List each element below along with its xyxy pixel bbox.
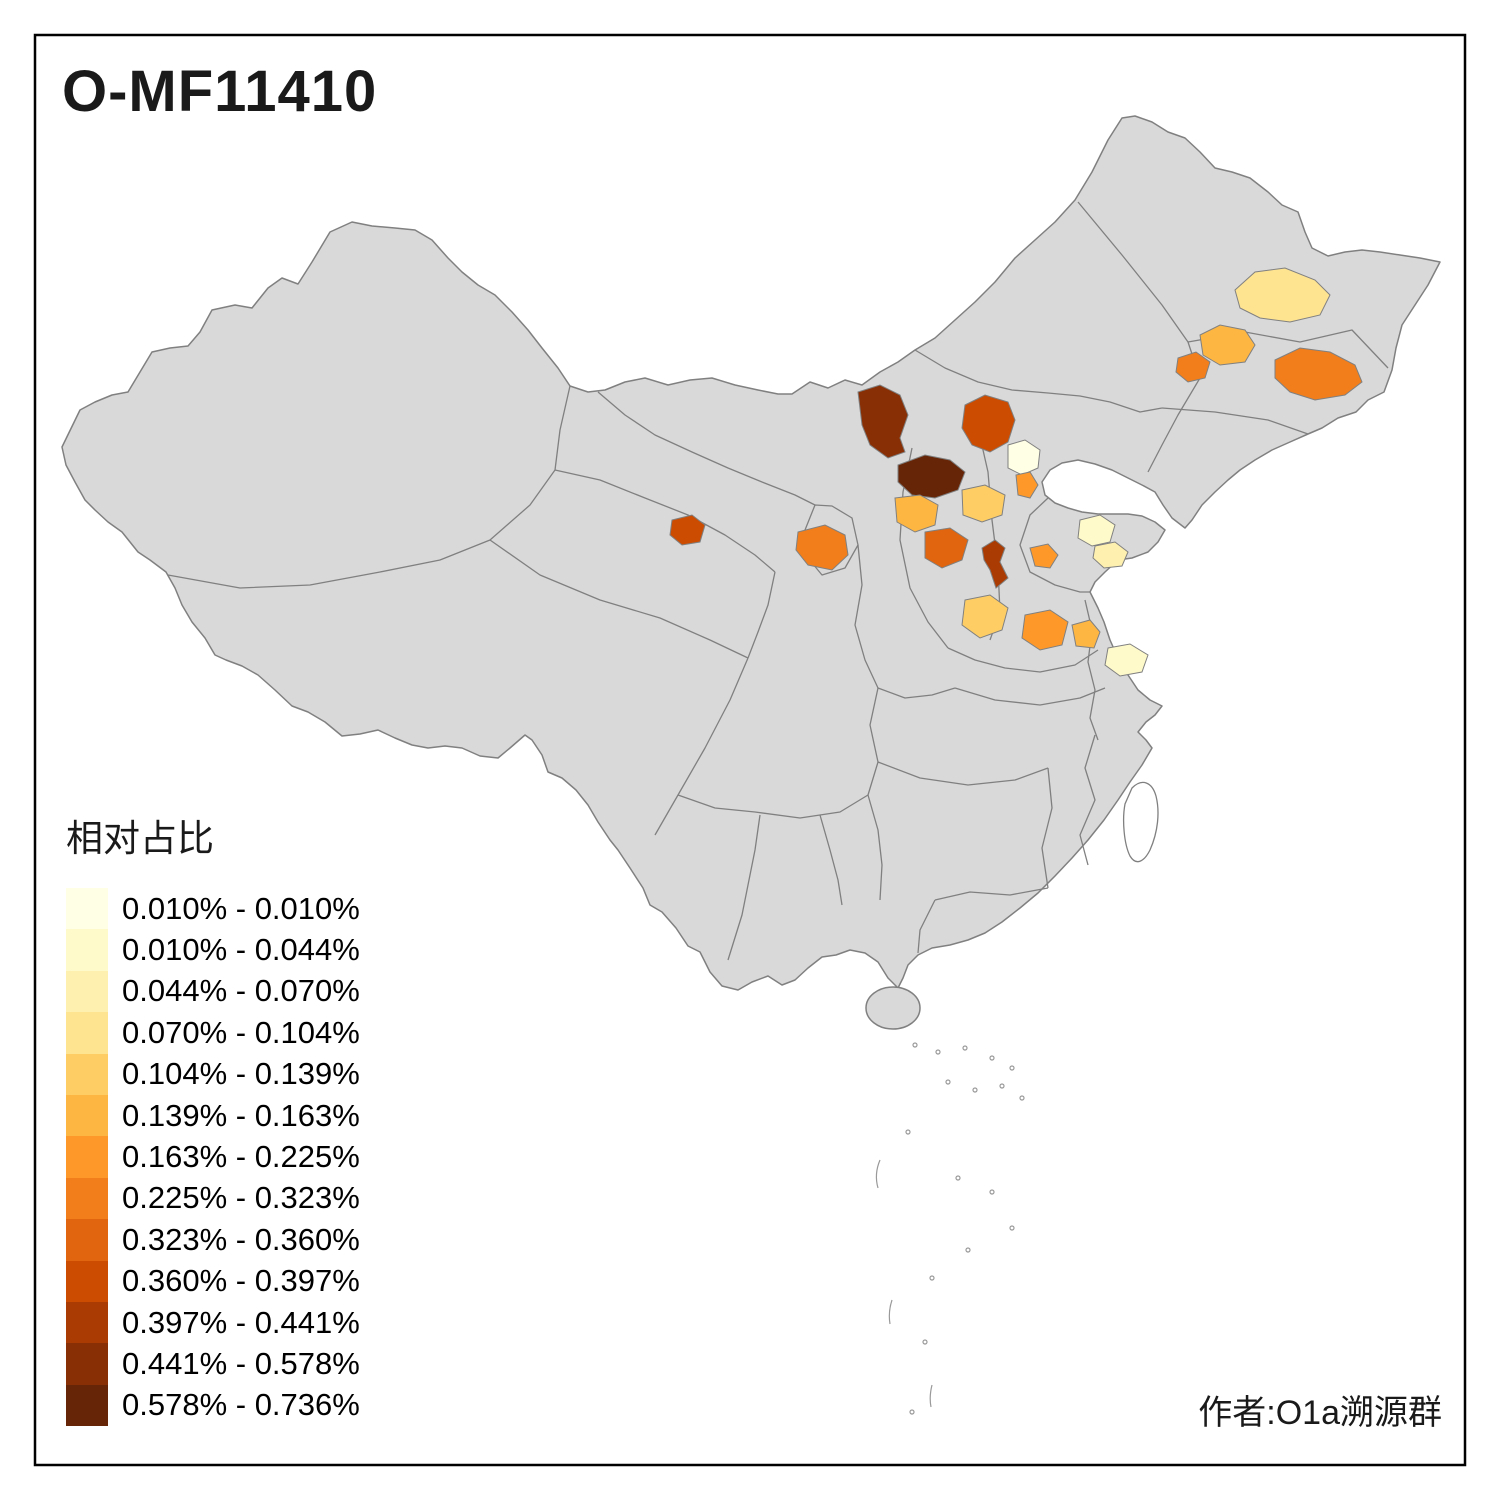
legend-label: 0.104% - 0.139% bbox=[122, 1056, 360, 1092]
taiwan-island bbox=[1123, 781, 1159, 863]
legend-label: 0.360% - 0.397% bbox=[122, 1263, 360, 1299]
map-region-patch bbox=[924, 527, 969, 569]
legend-swatch bbox=[66, 970, 108, 1013]
legend-swatch bbox=[66, 1136, 108, 1178]
map-region-patch bbox=[1104, 643, 1149, 677]
chart-title: O-MF11410 bbox=[62, 59, 378, 124]
legend-row: 0.139% - 0.163% bbox=[66, 1094, 486, 1137]
legend-label: 0.139% - 0.163% bbox=[122, 1097, 360, 1133]
legend-row: 0.360% - 0.397% bbox=[66, 1260, 486, 1302]
legend: 相对占比 0.010% - 0.010% 0.010% - 0.044% 0.044… bbox=[66, 808, 486, 1427]
hainan-island bbox=[865, 986, 921, 1030]
legend-title: 相对占比 bbox=[66, 818, 214, 859]
legend-row: 0.397% - 0.441% bbox=[66, 1301, 486, 1344]
map-region-patch bbox=[961, 394, 1016, 453]
legend-row: 0.044% - 0.070% bbox=[66, 970, 486, 1013]
legend-row: 0.323% - 0.360% bbox=[66, 1219, 486, 1261]
legend-row: 0.578% - 0.736% bbox=[66, 1384, 486, 1427]
legend-swatch bbox=[66, 888, 108, 930]
map-region-patch bbox=[1077, 514, 1116, 547]
legend-row: 0.070% - 0.104% bbox=[66, 1012, 486, 1054]
legend-row: 0.225% - 0.323% bbox=[66, 1177, 486, 1220]
legend-swatch bbox=[66, 1012, 108, 1054]
legend-swatch bbox=[66, 1053, 108, 1095]
map-region-patch bbox=[669, 514, 706, 546]
legend-label: 0.578% - 0.736% bbox=[122, 1387, 360, 1423]
legend-label: 0.070% - 0.104% bbox=[122, 1014, 360, 1050]
legend-row: 0.441% - 0.578% bbox=[66, 1343, 486, 1385]
legend-label: 0.163% - 0.225% bbox=[122, 1139, 360, 1175]
legend-swatch bbox=[66, 1094, 108, 1137]
legend-label: 0.010% - 0.010% bbox=[122, 890, 360, 926]
map-region-patch bbox=[981, 539, 1009, 589]
legend-row: 0.010% - 0.010% bbox=[66, 888, 486, 930]
legend-swatch bbox=[66, 1260, 108, 1302]
legend-swatch bbox=[66, 1177, 108, 1220]
legend-label: 0.397% - 0.441% bbox=[122, 1304, 360, 1340]
legend-label: 0.010% - 0.044% bbox=[122, 932, 360, 968]
legend-swatch bbox=[66, 1301, 108, 1344]
legend-row: 0.104% - 0.139% bbox=[66, 1053, 486, 1095]
map-region-patch bbox=[1029, 543, 1059, 569]
legend-swatch bbox=[66, 929, 108, 971]
legend-row: 0.010% - 0.044% bbox=[66, 929, 486, 971]
legend-rows: 0.010% - 0.010% 0.010% - 0.044% 0.044% - 0… bbox=[66, 888, 486, 1427]
map-region-patch bbox=[1071, 619, 1101, 649]
legend-swatch bbox=[66, 1343, 108, 1385]
map-region-patch bbox=[1015, 471, 1039, 499]
legend-label: 0.323% - 0.360% bbox=[122, 1221, 360, 1257]
map-region-patch bbox=[857, 384, 909, 459]
legend-label: 0.441% - 0.578% bbox=[122, 1345, 360, 1381]
map-region-patch bbox=[795, 524, 849, 571]
map-region-patch bbox=[897, 454, 966, 499]
map-region-patch bbox=[1092, 541, 1129, 569]
legend-swatch bbox=[66, 1384, 108, 1427]
south-china-sea-islets bbox=[875, 1042, 1025, 1415]
plot-frame bbox=[33, 33, 1467, 1467]
legend-label: 0.044% - 0.070% bbox=[122, 973, 360, 1009]
map-region-patch bbox=[961, 594, 1009, 639]
map-region-patch bbox=[1175, 351, 1211, 383]
attribution-text: 作者:O1a溯源群 bbox=[1198, 1394, 1442, 1432]
map-region-patch bbox=[961, 484, 1006, 523]
map-region-patch bbox=[1199, 324, 1256, 366]
map-region-patch bbox=[1021, 609, 1069, 651]
map-region-patch bbox=[894, 494, 939, 533]
choropleth-patches bbox=[669, 267, 1363, 677]
map-region-patch bbox=[1007, 439, 1041, 476]
map-region-patch bbox=[1234, 267, 1331, 323]
legend-swatch bbox=[66, 1219, 108, 1261]
map-region-patch bbox=[1274, 347, 1363, 401]
legend-label: 0.225% - 0.323% bbox=[122, 1180, 360, 1216]
legend-row: 0.163% - 0.225% bbox=[66, 1136, 486, 1178]
